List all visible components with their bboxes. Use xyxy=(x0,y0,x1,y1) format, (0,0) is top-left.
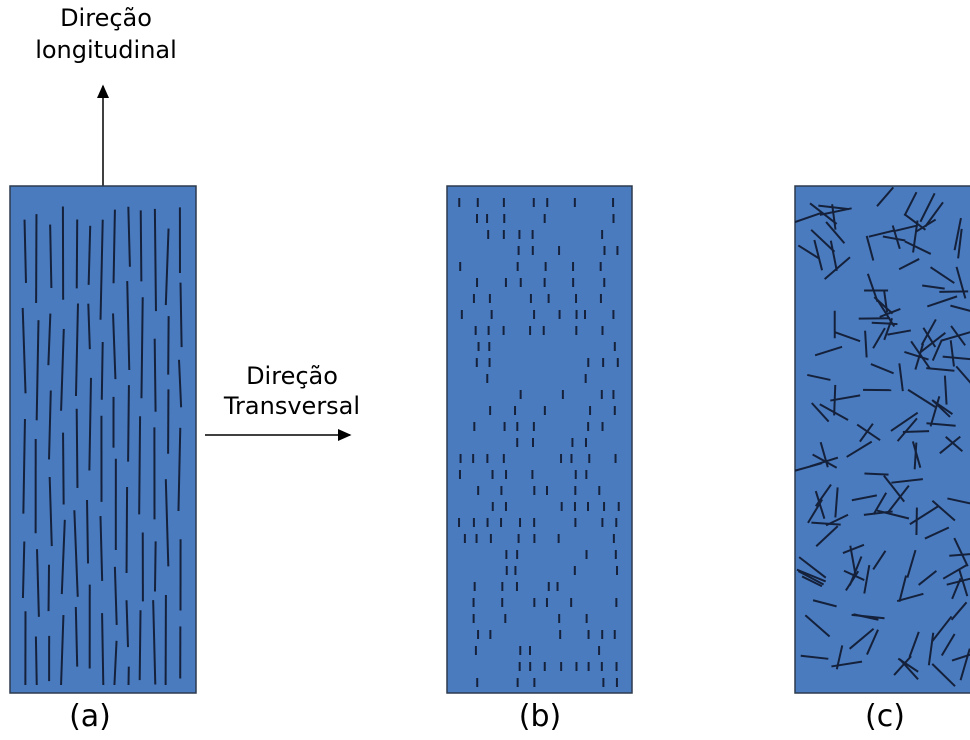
label: longitudinal xyxy=(35,36,177,64)
label: Transversal xyxy=(223,392,360,420)
fiber xyxy=(114,210,115,284)
panel xyxy=(447,186,632,693)
fiber xyxy=(155,541,156,591)
fiber xyxy=(128,385,129,461)
fiber xyxy=(141,210,142,281)
caption: (a) xyxy=(69,699,111,734)
fiber xyxy=(50,225,51,288)
caption: (b) xyxy=(519,699,561,734)
diagram: Direção longitudinal Direção Transversal… xyxy=(0,0,970,740)
fiber xyxy=(141,297,142,398)
fiber xyxy=(102,613,103,685)
label: Direção xyxy=(60,4,152,32)
fiber xyxy=(23,541,24,598)
fiber xyxy=(872,323,898,324)
caption: (c) xyxy=(865,699,905,734)
fiber xyxy=(155,339,156,412)
fiber xyxy=(102,342,103,400)
fiber xyxy=(36,636,37,685)
fiber xyxy=(181,283,182,348)
fiber xyxy=(834,385,835,416)
fiber xyxy=(63,433,64,505)
fiber xyxy=(76,607,77,667)
fiber xyxy=(87,500,88,563)
page: Direção longitudinal Direção Transversal… xyxy=(0,0,970,740)
fiber xyxy=(140,610,141,680)
fiber xyxy=(139,416,140,514)
fiber xyxy=(903,431,929,432)
fiber xyxy=(127,487,128,573)
fiber xyxy=(77,409,78,488)
fiber xyxy=(864,474,888,475)
fiber xyxy=(155,209,156,311)
panel xyxy=(795,186,970,693)
label: Direção xyxy=(246,362,338,390)
